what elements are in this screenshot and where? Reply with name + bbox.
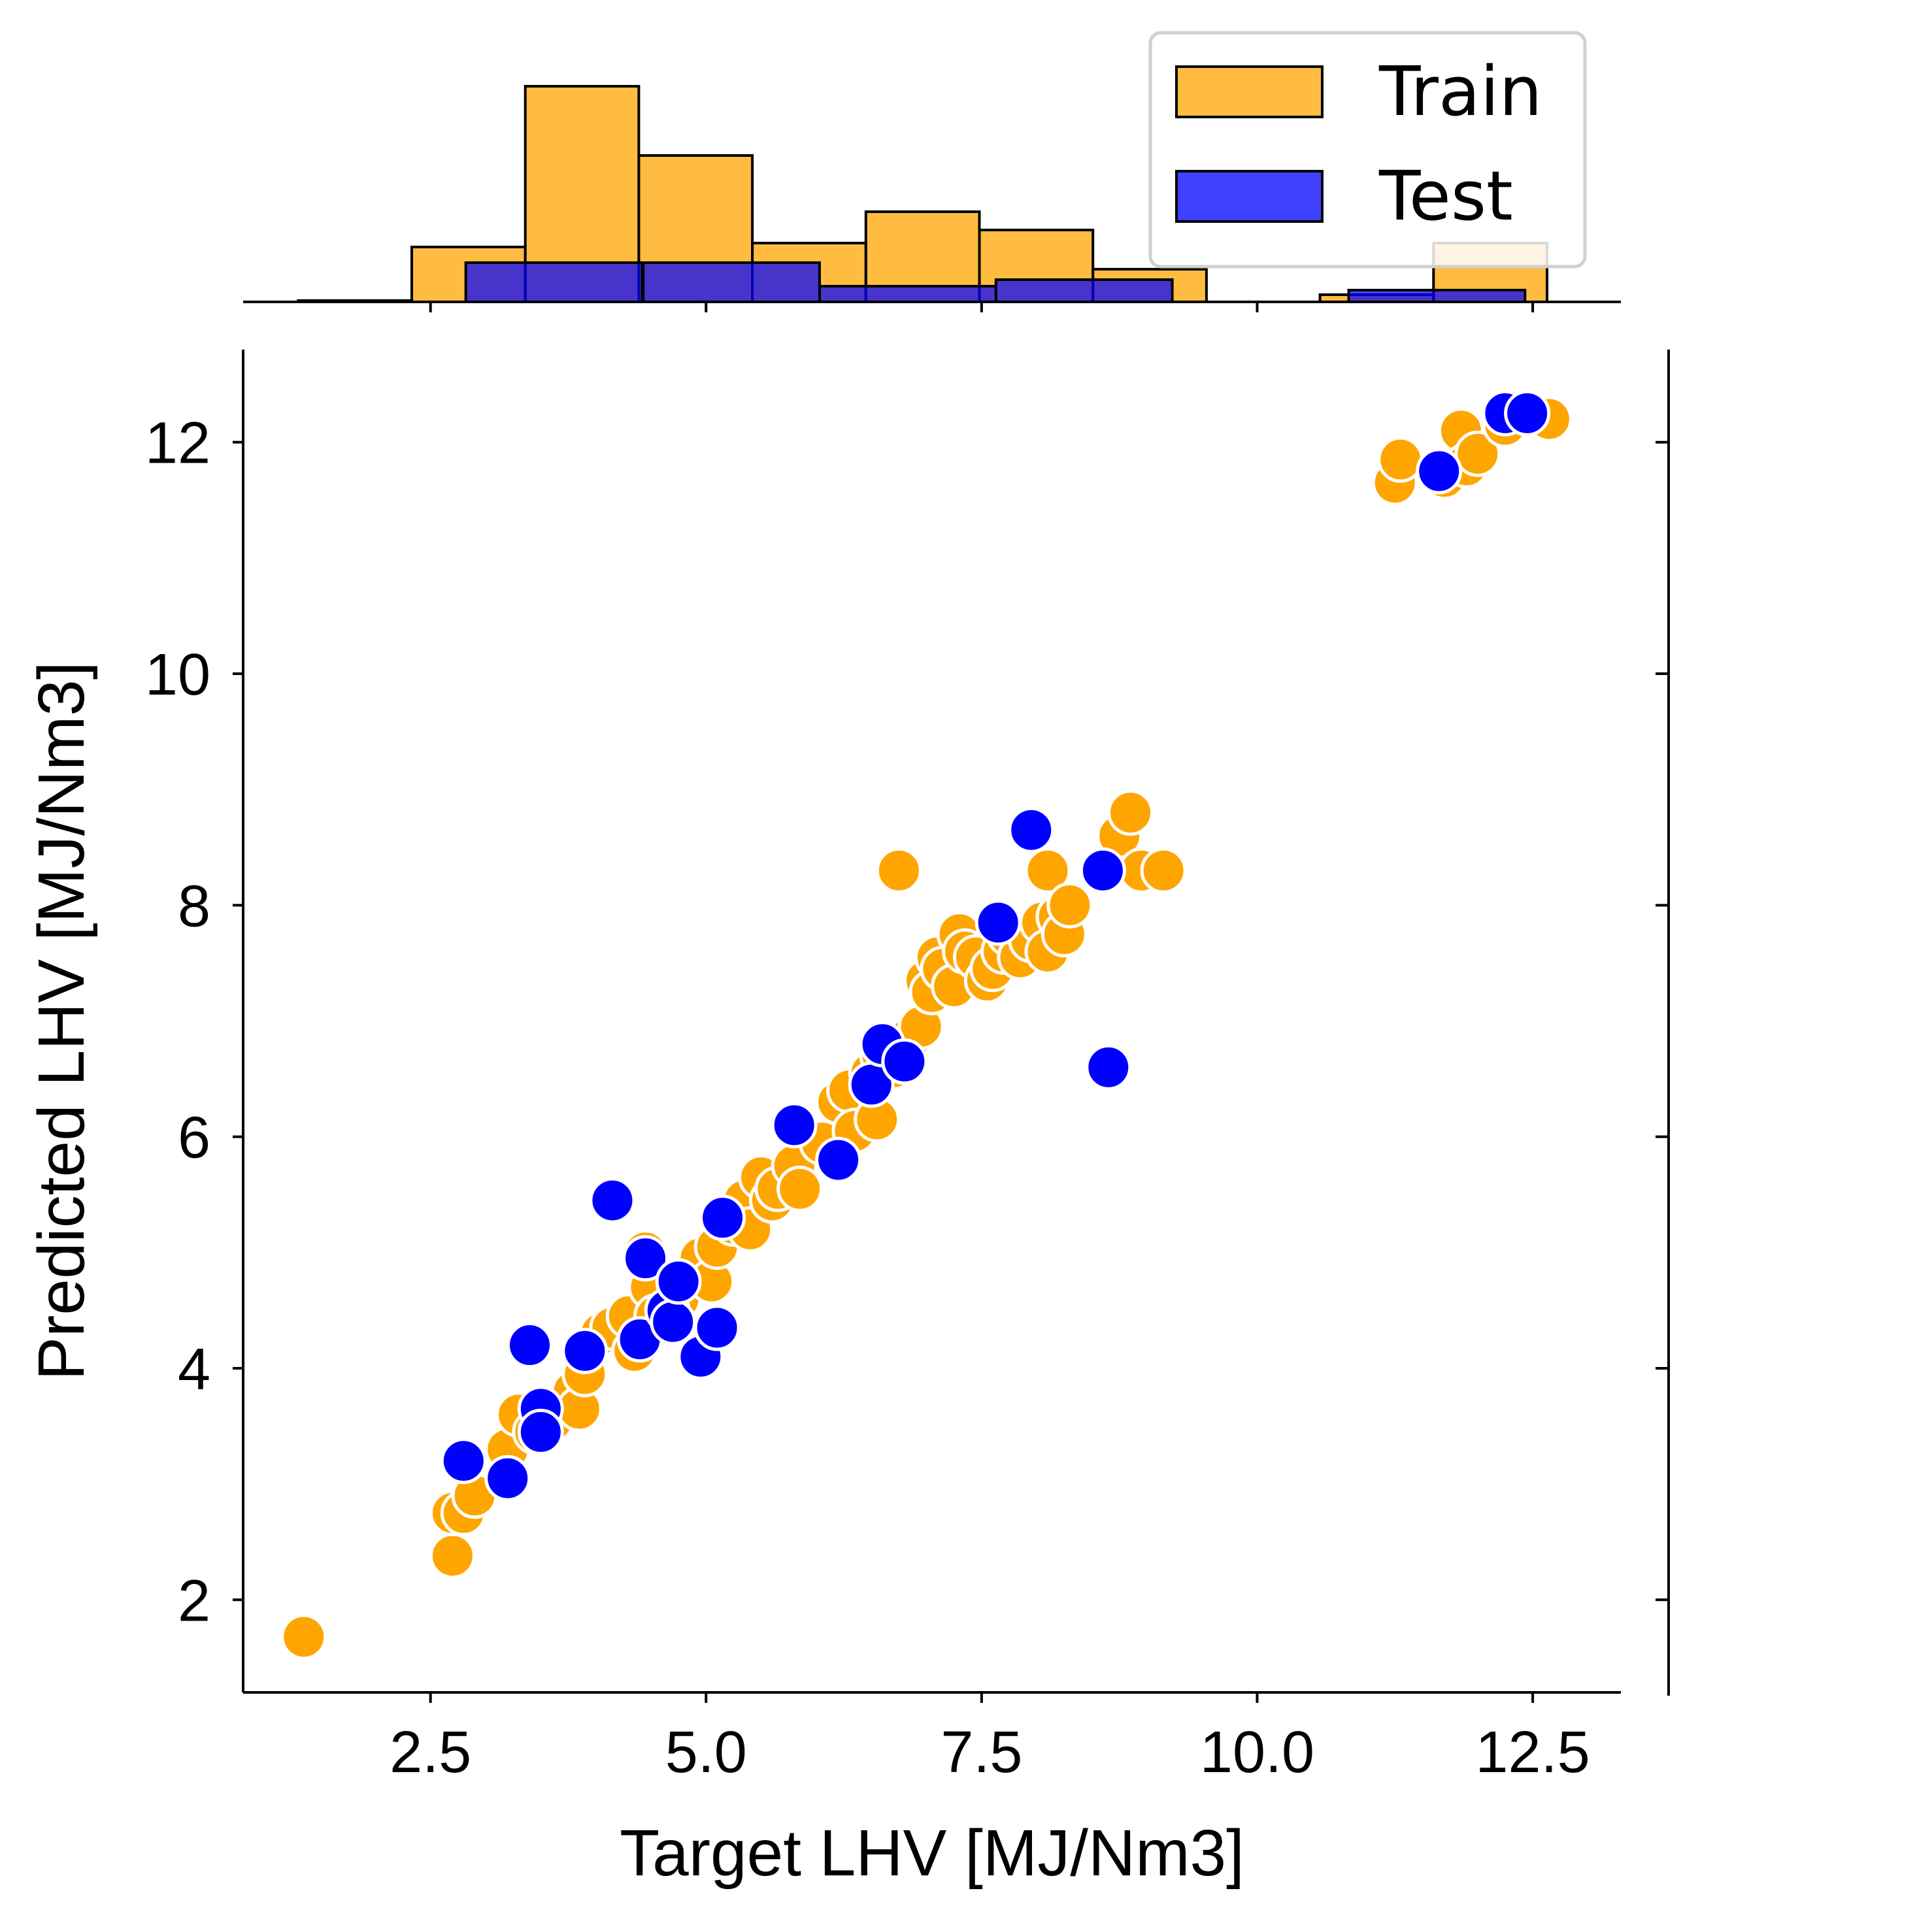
test-hist-bar [464,261,644,303]
legend-swatch-test [1175,170,1324,223]
test-point [517,1408,564,1455]
test-point [1416,448,1463,495]
test-point [650,1298,697,1345]
train-point [1454,430,1501,477]
test-point [506,1322,553,1369]
y-tick-label: 10 [145,642,210,708]
test-point [693,1304,741,1351]
train-point [776,1165,824,1212]
y-tick-label: 12 [145,411,210,476]
test-point [1504,389,1551,436]
train-point [280,1613,327,1660]
test-hist-bar [994,278,1174,303]
train-point [1377,436,1424,483]
train-point [1024,847,1071,894]
train-point [429,1532,476,1579]
legend-swatch-train [1175,65,1324,118]
x-axis-title: Target LHV [MJ/Nm3] [620,1817,1244,1890]
x-tick-label: 10.0 [1200,1720,1314,1785]
scatter-plot [280,389,1573,1660]
x-tick-label: 2.5 [390,1720,471,1785]
train-point [1140,847,1187,894]
test-point [1085,1044,1132,1091]
legend: Train Test [1148,31,1587,269]
test-point [561,1327,608,1374]
train-point [875,847,922,894]
test-point [589,1177,636,1224]
test-hist-bar [642,261,821,303]
x-tick-label: 12.5 [1476,1720,1590,1785]
test-point [622,1235,669,1282]
axes: 2.5 5.0 7.5 10.0 12.5 2 4 6 8 10 12 [145,301,1670,1785]
test-point [974,899,1022,946]
train-point [1107,789,1154,836]
test-point [440,1438,487,1485]
test-point [655,1258,702,1305]
y-tick-label: 2 [178,1568,210,1634]
test-point [699,1194,746,1242]
test-point [1008,806,1055,853]
legend-label-test: Test [1378,156,1513,236]
marginal-histogram [297,85,1549,303]
test-point [1079,847,1126,894]
y-axis-title: Predicted LHV [MJ/Nm3] [25,661,98,1380]
test-point [771,1102,818,1149]
test-point [881,1038,928,1085]
legend-label-train: Train [1378,52,1542,131]
test-hist-bar [1347,289,1527,303]
test-point [484,1455,531,1502]
x-tick-label: 5.0 [665,1720,747,1785]
y-tick-label: 8 [178,874,210,939]
x-tick-label: 7.5 [941,1720,1022,1785]
test-point [815,1136,862,1183]
y-tick-label: 6 [178,1106,210,1171]
test-hist-bar [818,285,997,303]
train-point [1046,881,1093,929]
y-tick-label: 4 [178,1337,210,1402]
